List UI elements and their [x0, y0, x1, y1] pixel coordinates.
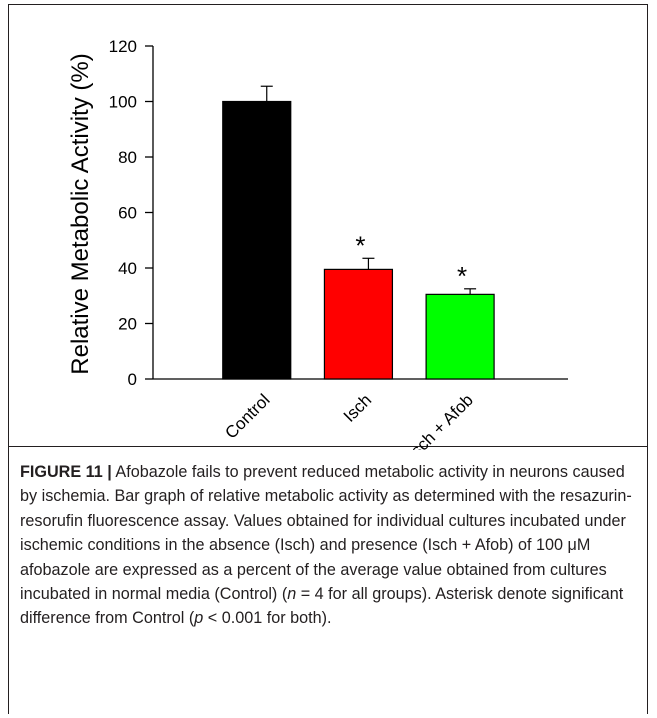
bar-control	[222, 100, 292, 380]
bar-chart: Relative Metabolic Activity (%) 0 20 40 60 8…	[67, 37, 568, 450]
figure-frame	[8, 4, 648, 714]
caption-text-2: M afobazole are expressed as a percent o…	[20, 536, 607, 604]
y-axis-label: Relative Metabolic Activity (%)	[67, 53, 94, 374]
x-tick-label: Control	[221, 390, 273, 442]
y-tick-label: 60	[118, 204, 137, 223]
figure-label: FIGURE 11 |	[20, 463, 112, 481]
y-tick-label: 100	[109, 93, 137, 112]
caption-text-4: < 0.001 for both).	[203, 609, 332, 628]
figure-frame-top	[8, 4, 648, 5]
x-tick-label: Isch + Afob	[404, 390, 477, 450]
bar-isch-afob	[425, 293, 495, 380]
caption-divider	[8, 446, 648, 447]
y-tick-label: 80	[118, 148, 137, 167]
x-tick-labels: Control Isch Isch + Afob	[221, 390, 477, 450]
y-tick-label: 0	[128, 370, 137, 389]
bars: **	[222, 85, 495, 380]
x-tick-label: Isch	[340, 390, 375, 425]
caption-p: p	[194, 609, 204, 628]
caption-n: n	[287, 585, 297, 604]
significance-marker: *	[355, 230, 365, 260]
significance-marker: *	[457, 261, 467, 291]
y-tick-label: 120	[109, 37, 137, 56]
axes: 0 20 40 60 80 100 120	[109, 37, 568, 389]
caption-text-1: Afobazole fails to prevent reduced metab…	[20, 463, 632, 555]
bar-isch	[323, 268, 394, 380]
caption-text-3: = 4 for all groups). Asterisk denote sig…	[20, 585, 624, 628]
y-tick-label: 40	[118, 259, 137, 278]
figure-caption: FIGURE 11 | Afobazole fails to prevent r…	[20, 460, 640, 631]
y-tick-label: 20	[118, 315, 137, 334]
caption-mu: μ	[567, 536, 577, 555]
